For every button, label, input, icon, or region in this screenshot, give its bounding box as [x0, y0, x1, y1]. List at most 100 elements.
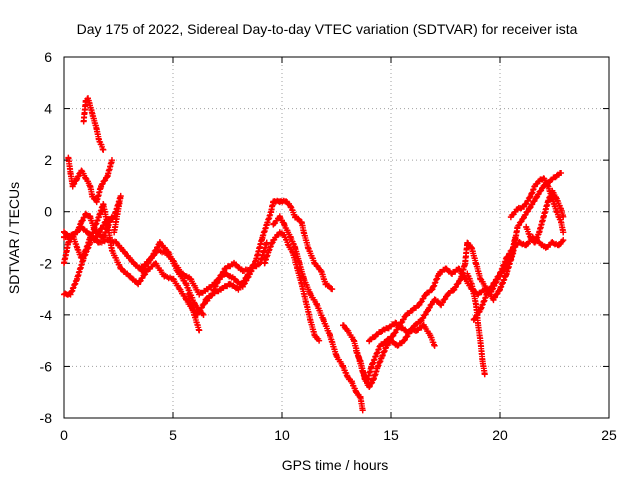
data-point — [549, 239, 556, 246]
data-point — [135, 280, 142, 287]
data-point — [69, 182, 76, 189]
data-point — [185, 291, 192, 298]
x-tick-label: 5 — [169, 427, 177, 443]
data-point — [311, 260, 318, 267]
data-point — [235, 286, 242, 293]
data-point — [527, 234, 534, 241]
data-point — [340, 363, 347, 370]
x-tick-label: 20 — [492, 427, 508, 443]
data-point — [477, 275, 484, 282]
data-point — [163, 249, 170, 256]
data-point — [67, 291, 74, 298]
data-point — [357, 394, 364, 401]
data-point — [89, 110, 96, 117]
data-point — [418, 317, 425, 324]
series-track-5 — [80, 95, 107, 153]
data-point — [490, 296, 497, 303]
x-axis-label: GPS time / hours — [282, 457, 389, 473]
data-point — [372, 353, 379, 360]
data-point — [67, 170, 74, 177]
data-point — [80, 118, 87, 125]
data-point — [82, 211, 89, 218]
data-point — [305, 244, 312, 251]
data-point — [296, 260, 303, 267]
data-point — [82, 175, 89, 182]
data-point — [416, 301, 423, 308]
data-point — [427, 332, 434, 339]
data-point — [344, 327, 351, 334]
data-point — [65, 239, 72, 246]
data-point — [287, 234, 294, 241]
data-point — [316, 337, 323, 344]
data-point — [468, 280, 475, 287]
data-point — [468, 244, 475, 251]
data-point — [170, 257, 176, 264]
data-point — [108, 157, 115, 164]
data-point — [497, 270, 503, 277]
data-point — [553, 208, 560, 215]
data-point — [359, 407, 366, 414]
axis-ticks: 0 5 10 15 20 25 -8 -6 -4 -2 0 2 4 6 — [40, 49, 617, 443]
data-point-marks — [65, 155, 115, 206]
data-point — [560, 229, 567, 236]
data-point — [130, 260, 137, 267]
data-point — [87, 234, 94, 241]
data-point — [536, 229, 543, 236]
data-point — [442, 265, 449, 272]
data-point — [348, 378, 355, 385]
data-point — [385, 324, 392, 331]
data-point — [429, 286, 436, 293]
data-point — [473, 301, 480, 308]
data-point — [292, 213, 299, 220]
y-tick-label: -4 — [40, 307, 53, 323]
data-point — [444, 291, 451, 298]
data-point — [320, 317, 327, 324]
data-point — [91, 226, 98, 233]
data-point — [311, 332, 318, 339]
data-point — [503, 255, 510, 262]
data-point — [82, 247, 89, 254]
x-tick-label: 0 — [60, 427, 68, 443]
data-point — [350, 337, 357, 344]
data-point — [137, 265, 144, 272]
y-tick-label: -8 — [40, 410, 53, 426]
y-tick-label: 2 — [44, 152, 52, 168]
data-point — [368, 363, 375, 370]
data-point — [126, 273, 133, 280]
data-point — [276, 198, 283, 205]
data-point — [366, 384, 373, 391]
data-point — [156, 239, 163, 246]
data-point — [78, 219, 85, 226]
data-point — [183, 280, 190, 287]
data-point — [534, 193, 541, 200]
data-point — [326, 332, 333, 339]
data-point — [420, 322, 427, 329]
data-point — [87, 213, 94, 220]
x-tick-label: 15 — [383, 427, 399, 443]
series-track-14 — [366, 170, 565, 345]
data-point — [113, 239, 120, 246]
data-point — [531, 239, 538, 246]
data-point — [189, 306, 196, 313]
data-point — [87, 182, 94, 189]
data-point — [74, 244, 81, 251]
data-point — [270, 237, 277, 244]
data-point — [425, 306, 432, 313]
data-point — [340, 322, 347, 329]
data-point — [146, 257, 153, 264]
plot-frame — [63, 56, 610, 419]
data-point — [503, 270, 510, 277]
data-point — [409, 306, 416, 313]
data-point — [298, 280, 305, 287]
data-point — [479, 358, 486, 365]
data-point — [268, 208, 275, 215]
data-point — [252, 257, 259, 264]
data-point — [307, 291, 314, 298]
data-point — [353, 347, 360, 354]
data-point — [93, 198, 100, 205]
data-point — [377, 342, 384, 349]
data-point — [265, 247, 272, 254]
data-point — [65, 154, 72, 161]
data-point — [61, 229, 67, 236]
data-point — [318, 268, 325, 275]
